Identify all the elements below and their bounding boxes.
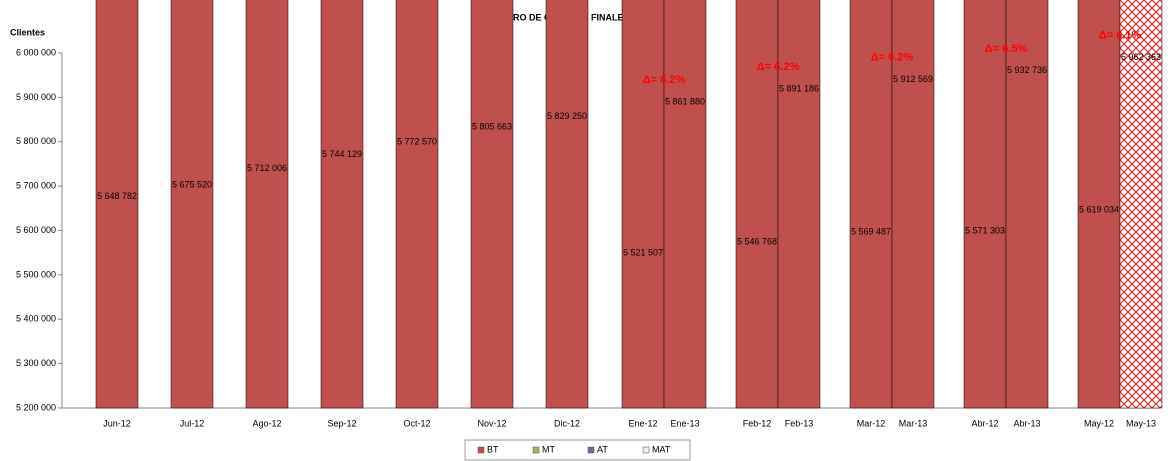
x-tick-label: Dic-12 bbox=[554, 418, 580, 428]
y-tick-label: 5 800 000 bbox=[16, 136, 56, 146]
x-tick-label: Nov-12 bbox=[477, 418, 506, 428]
y-tick-label: 5 900 000 bbox=[16, 92, 56, 102]
y-tick-label: 5 400 000 bbox=[16, 314, 56, 324]
y-axis-label: Clientes bbox=[10, 27, 45, 37]
annotation: Δ= 6.2% bbox=[643, 74, 686, 86]
annotation: Δ= 6.2% bbox=[871, 52, 914, 64]
annotation: Δ= 6.5% bbox=[985, 43, 1028, 55]
bar-segment bbox=[545, 0, 589, 409]
legend-swatch bbox=[587, 446, 595, 454]
bar-segment bbox=[470, 0, 514, 409]
total-label: 5 805 663 bbox=[472, 122, 512, 132]
x-tick-label: May-13 bbox=[1126, 418, 1156, 428]
total-label: 5 962 363 bbox=[1121, 52, 1161, 62]
legend-swatch bbox=[477, 446, 485, 454]
total-label: 5 648 782 bbox=[97, 191, 137, 201]
total-label: 5 712 006 bbox=[247, 163, 287, 173]
x-tick-label: Abr-12 bbox=[971, 418, 998, 428]
bar-segment bbox=[245, 0, 289, 409]
legend-label: BT bbox=[487, 444, 499, 454]
bar-segment bbox=[621, 0, 665, 409]
legend-label: MT bbox=[542, 444, 555, 454]
y-tick-label: 5 300 000 bbox=[16, 358, 56, 368]
x-tick-label: Jul-12 bbox=[180, 418, 205, 428]
bar-segment bbox=[663, 0, 707, 409]
y-tick-label: 6 000 000 bbox=[16, 47, 56, 57]
x-tick-label: Ago-12 bbox=[252, 418, 281, 428]
y-tick-label: 5 600 000 bbox=[16, 225, 56, 235]
total-label: 5 571 303 bbox=[965, 226, 1005, 236]
total-label: 5 861 880 bbox=[665, 97, 705, 107]
total-label: 5 546 768 bbox=[737, 236, 777, 246]
total-label: 5 521 507 bbox=[623, 248, 663, 258]
bar-segment bbox=[1005, 0, 1049, 409]
bar-segment bbox=[777, 0, 821, 409]
annotation: Δ= 6.2% bbox=[757, 61, 800, 73]
total-label: 5 569 487 bbox=[851, 226, 891, 236]
total-label: 5 829 250 bbox=[547, 111, 587, 121]
x-tick-label: Jun-12 bbox=[103, 418, 131, 428]
bar-segment bbox=[849, 0, 893, 409]
bar-segment bbox=[395, 0, 439, 409]
bar-segment bbox=[95, 0, 139, 409]
total-label: 5 619 034 bbox=[1079, 204, 1119, 214]
legend-swatch bbox=[532, 446, 540, 454]
x-tick-label: Sep-12 bbox=[327, 418, 356, 428]
x-tick-label: Mar-12 bbox=[857, 418, 886, 428]
x-tick-label: Ene-13 bbox=[670, 418, 699, 428]
bar-segment bbox=[963, 0, 1007, 409]
total-label: 5 744 129 bbox=[322, 149, 362, 159]
bar-segment bbox=[1077, 0, 1121, 409]
x-tick-label: Mar-13 bbox=[899, 418, 928, 428]
x-tick-label: Feb-13 bbox=[785, 418, 814, 428]
total-label: 5 675 520 bbox=[172, 179, 212, 189]
total-label: 5 891 186 bbox=[779, 84, 819, 94]
legend-label: AT bbox=[597, 444, 608, 454]
y-tick-label: 5 700 000 bbox=[16, 181, 56, 191]
total-label: 5 772 570 bbox=[397, 136, 437, 146]
total-label: 5 912 569 bbox=[893, 74, 933, 84]
x-tick-label: Ene-12 bbox=[628, 418, 657, 428]
legend bbox=[464, 439, 691, 461]
bar-segment bbox=[735, 0, 779, 409]
annotation: Δ= 6.1% bbox=[1099, 30, 1142, 42]
total-label: 5 932 736 bbox=[1007, 65, 1047, 75]
legend-swatch bbox=[642, 446, 650, 454]
x-tick-label: Oct-12 bbox=[403, 418, 430, 428]
x-tick-label: Feb-12 bbox=[743, 418, 772, 428]
bar-segment bbox=[320, 0, 364, 409]
bar-segment bbox=[170, 0, 214, 409]
bar-segment bbox=[1119, 0, 1163, 409]
legend-label: MAT bbox=[652, 444, 671, 454]
bar-segment bbox=[891, 0, 935, 409]
y-tick-label: 5 500 000 bbox=[16, 269, 56, 279]
y-tick-label: 5 200 000 bbox=[16, 402, 56, 412]
x-tick-label: Abr-13 bbox=[1013, 418, 1040, 428]
x-tick-label: May-12 bbox=[1084, 418, 1114, 428]
